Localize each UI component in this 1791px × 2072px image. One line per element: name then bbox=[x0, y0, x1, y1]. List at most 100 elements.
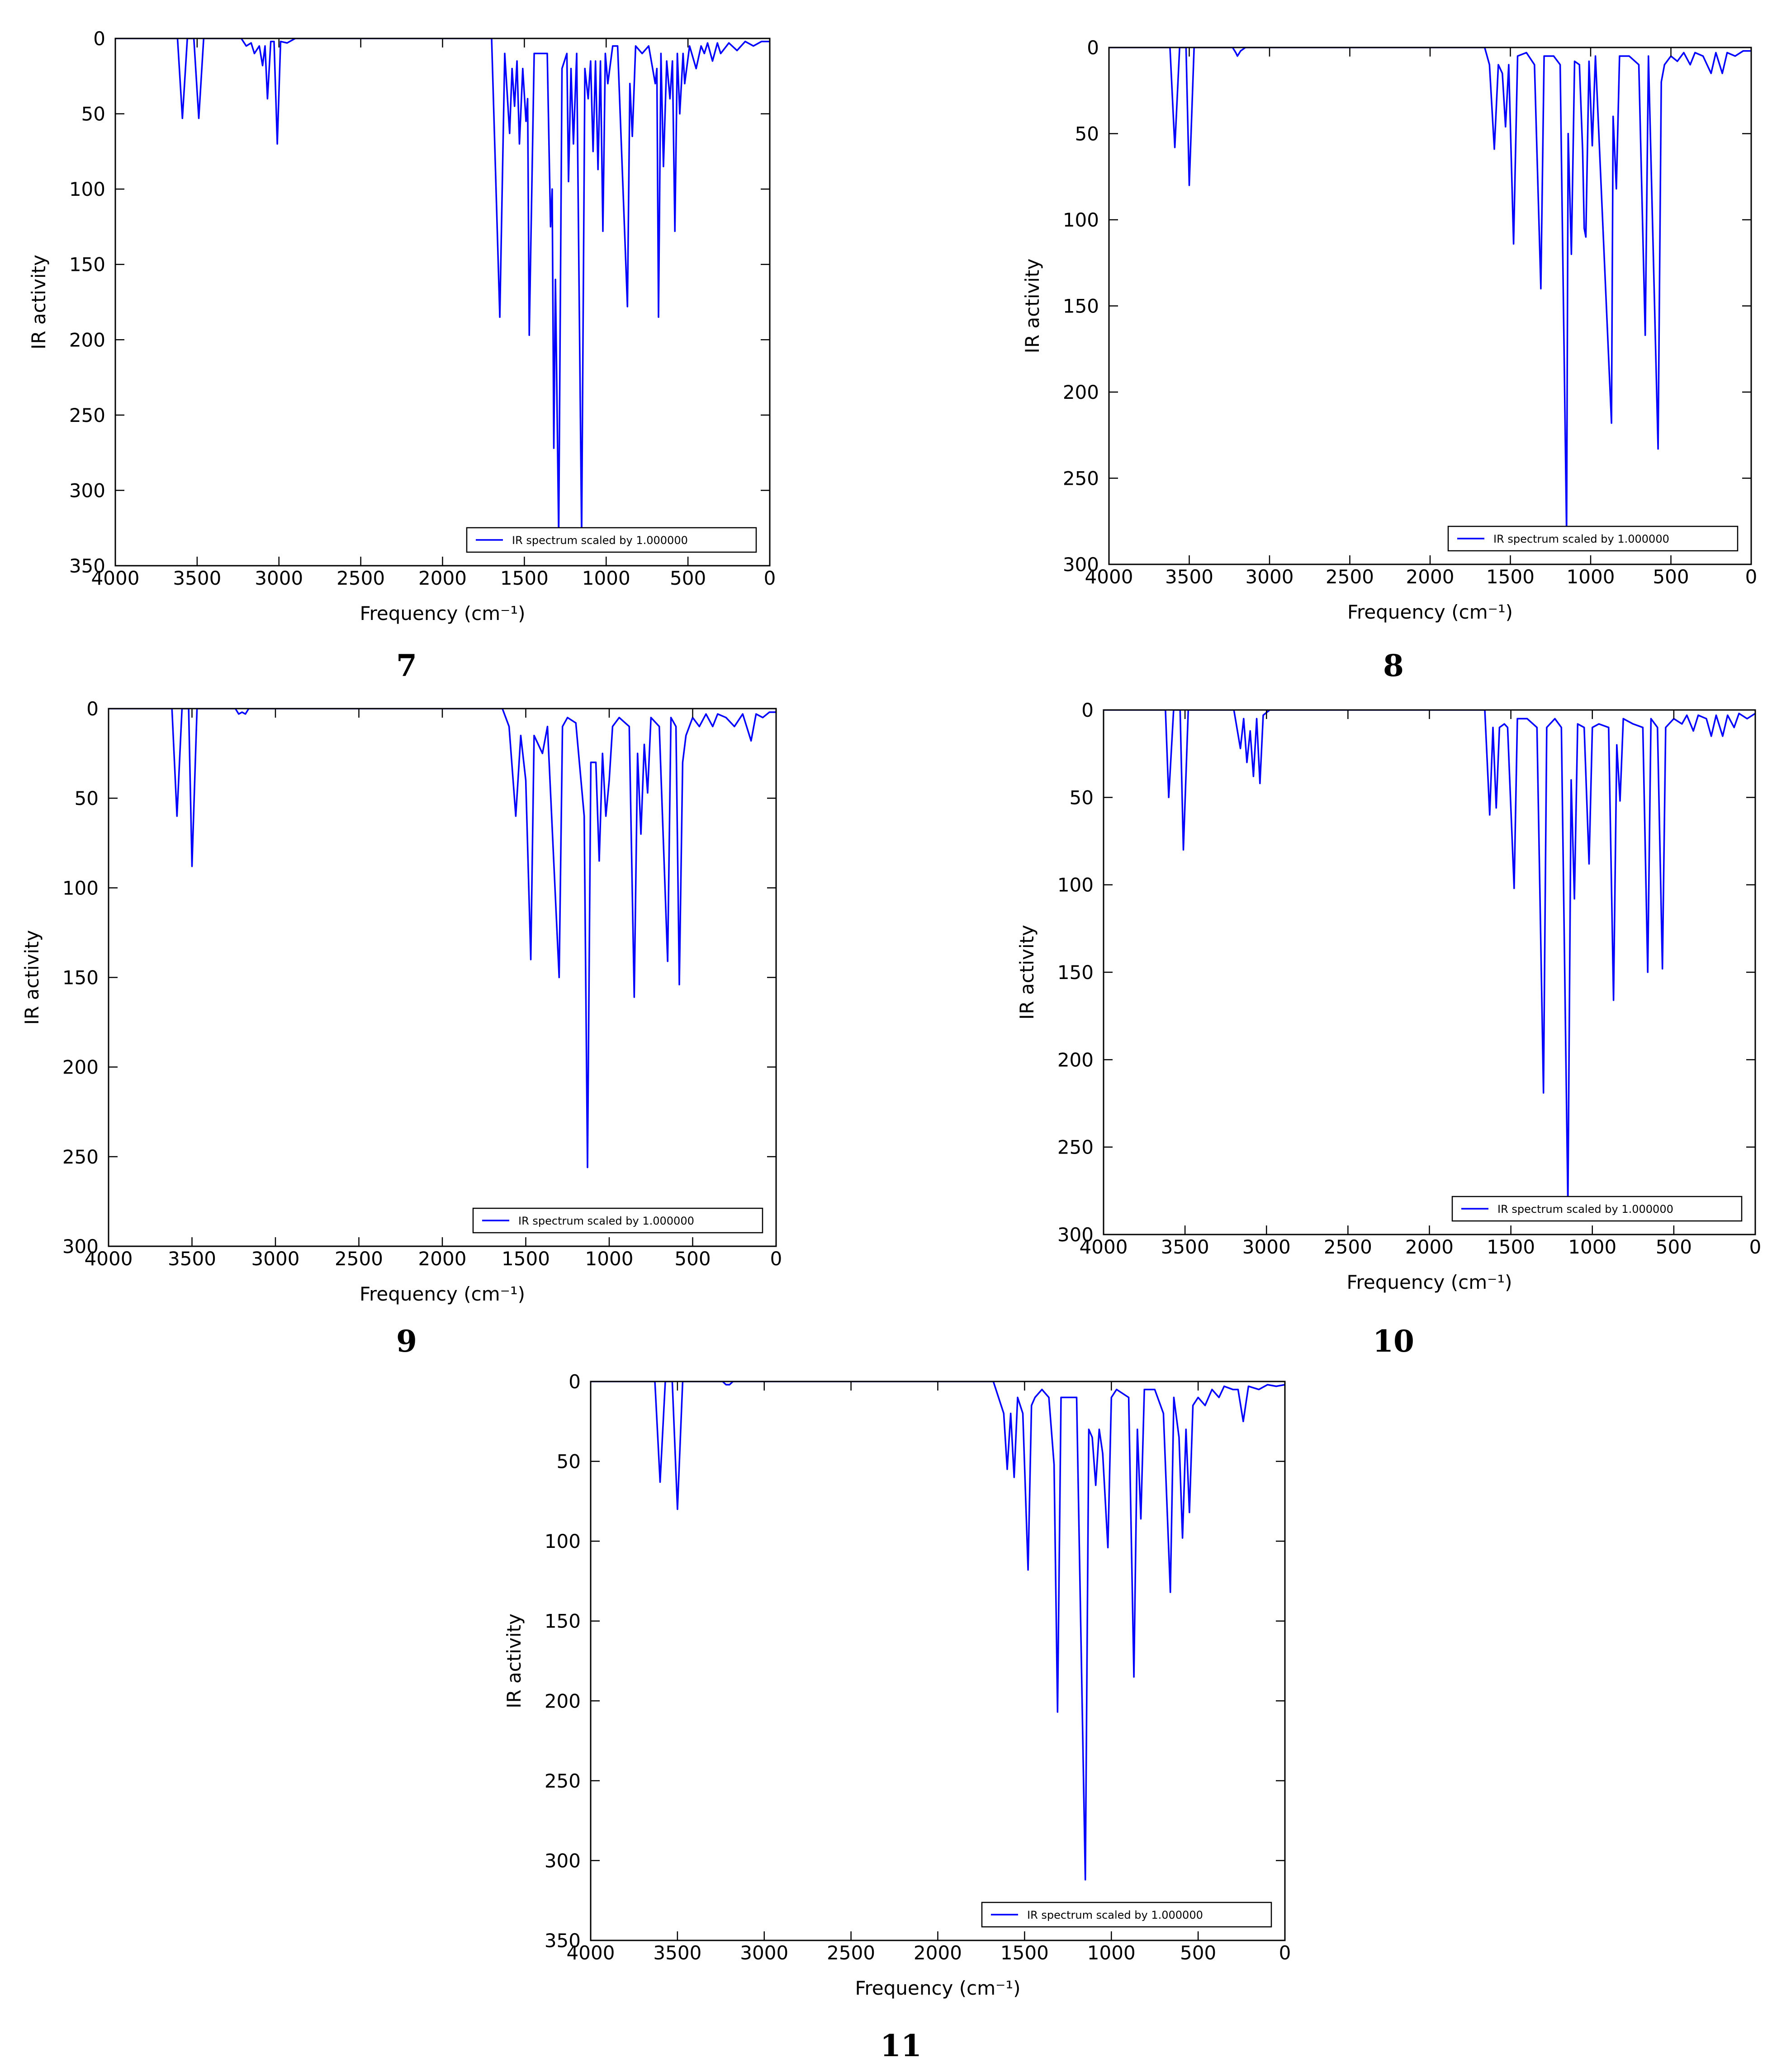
chart-panel: 4000 3500 3000 2500 2000 1500 1000 500 0 0 50 100 15… bbox=[28, 28, 776, 683]
y-tick-label: 200 bbox=[62, 1056, 99, 1079]
y-tick-label: 200 bbox=[1063, 381, 1099, 403]
y-tick-label: 200 bbox=[545, 1690, 581, 1712]
x-tick-label: 500 bbox=[1656, 1236, 1692, 1258]
x-tick-label: 2500 bbox=[1326, 566, 1374, 588]
x-tick-label: 1500 bbox=[502, 1248, 550, 1270]
y-tick-label: 300 bbox=[1057, 1224, 1094, 1246]
y-tick-label: 100 bbox=[62, 877, 99, 899]
x-tick-label: 2500 bbox=[335, 1248, 383, 1270]
chart-caption: 7 bbox=[396, 648, 417, 683]
y-tick-label: 200 bbox=[1057, 1049, 1094, 1071]
chart-caption: 10 bbox=[1373, 1324, 1414, 1359]
x-tick-label: 3500 bbox=[173, 567, 221, 589]
y-tick-label: 0 bbox=[86, 698, 99, 720]
x-tick-label: 500 bbox=[1653, 566, 1689, 588]
y-tick-label: 0 bbox=[93, 28, 105, 50]
x-tick-label: 0 bbox=[1749, 1236, 1762, 1258]
legend-box bbox=[981, 1902, 1272, 1928]
legend: IR spectrum scaled by 1.000000 bbox=[472, 1207, 763, 1234]
legend-box bbox=[1447, 525, 1739, 552]
x-tick-label: 2500 bbox=[1324, 1236, 1372, 1258]
x-tick-label: 4000 bbox=[85, 1248, 133, 1270]
x-tick-label: 0 bbox=[1279, 1942, 1291, 1964]
y-tick-label: 100 bbox=[1063, 209, 1099, 231]
x-tick-label: 4000 bbox=[91, 567, 140, 589]
y-tick-label: 150 bbox=[62, 967, 99, 989]
y-axis-label: IR activity bbox=[503, 1613, 525, 1708]
x-tick-label: 0 bbox=[1745, 566, 1758, 588]
y-tick-label: 250 bbox=[1057, 1136, 1094, 1159]
spectrum-line bbox=[1104, 710, 1755, 1206]
x-tick-label: 2000 bbox=[1405, 1236, 1454, 1258]
legend-box bbox=[472, 1207, 763, 1234]
axes-frame bbox=[1103, 709, 1756, 1235]
legend: IR spectrum scaled by 1.000000 bbox=[981, 1902, 1272, 1928]
y-tick-label: 150 bbox=[1057, 961, 1094, 984]
spectrum-line bbox=[115, 38, 770, 537]
x-tick-label: 2500 bbox=[336, 567, 385, 589]
x-tick-label: 2000 bbox=[418, 1248, 467, 1270]
x-tick-label: 2000 bbox=[914, 1942, 962, 1964]
y-tick-label: 300 bbox=[69, 479, 105, 501]
x-tick-label: 1000 bbox=[1087, 1942, 1136, 1964]
x-tick-label: 2000 bbox=[418, 567, 467, 589]
x-tick-label: 1500 bbox=[1487, 1236, 1535, 1258]
x-tick-label: 3500 bbox=[168, 1248, 216, 1270]
x-tick-label: 3000 bbox=[251, 1248, 300, 1270]
y-tick-label: 250 bbox=[545, 1770, 581, 1792]
legend-label: IR spectrum scaled by 1.000000 bbox=[518, 1215, 694, 1227]
y-tick-label: 200 bbox=[69, 329, 105, 351]
x-axis-label: Frequency (cm⁻¹) bbox=[1346, 1271, 1512, 1293]
x-tick-label: 1000 bbox=[1568, 1236, 1616, 1258]
x-tick-label: 3500 bbox=[1165, 566, 1213, 588]
x-tick-label: 1000 bbox=[1567, 566, 1615, 588]
x-tick-label: 1500 bbox=[1486, 566, 1535, 588]
plot-area bbox=[109, 709, 776, 1168]
legend-label: IR spectrum scaled by 1.000000 bbox=[512, 534, 688, 547]
x-tick-label: 4000 bbox=[1080, 1236, 1128, 1258]
y-tick-label: 300 bbox=[1063, 553, 1099, 576]
chart-panel: 4000 3500 3000 2500 2000 1500 1000 500 0 0 50 100 15… bbox=[1016, 699, 1761, 1359]
x-tick-label: 3000 bbox=[1246, 566, 1294, 588]
x-axis-label: Frequency (cm⁻¹) bbox=[360, 1283, 525, 1305]
x-tick-label: 4000 bbox=[567, 1942, 615, 1964]
axes-frame bbox=[114, 38, 771, 567]
x-tick-label: 3500 bbox=[1161, 1236, 1209, 1258]
y-tick-label: 350 bbox=[545, 1930, 581, 1952]
y-tick-label: 50 bbox=[1075, 123, 1099, 145]
x-tick-label: 1000 bbox=[585, 1248, 634, 1270]
spectrum-line bbox=[109, 709, 776, 1168]
chart-caption: 11 bbox=[880, 2028, 922, 2063]
chart-panel: 4000 3500 3000 2500 2000 1500 1000 500 0 0 50 100 15… bbox=[1021, 37, 1757, 683]
chart-panel: 4000 3500 3000 2500 2000 1500 1000 500 0 0 50 100 15… bbox=[21, 698, 782, 1359]
spectrum-line bbox=[591, 1381, 1285, 1881]
x-tick-label: 500 bbox=[1180, 1942, 1216, 1964]
y-tick-label: 250 bbox=[69, 404, 105, 426]
legend: IR spectrum scaled by 1.000000 bbox=[1447, 525, 1739, 552]
plot-area bbox=[591, 1381, 1285, 1881]
y-axis-label: IR activity bbox=[21, 930, 43, 1025]
y-tick-label: 50 bbox=[557, 1451, 581, 1473]
x-tick-label: 500 bbox=[670, 567, 706, 589]
plot-area bbox=[1109, 47, 1751, 535]
x-tick-label: 3500 bbox=[653, 1942, 701, 1964]
y-tick-label: 0 bbox=[569, 1371, 581, 1393]
y-tick-label: 50 bbox=[75, 787, 99, 809]
y-tick-label: 50 bbox=[1070, 786, 1094, 809]
chart-panel: 4000 3500 3000 2500 2000 1500 1000 500 0 0 50 100 15… bbox=[503, 1371, 1291, 2063]
legend: IR spectrum scaled by 1.000000 bbox=[1451, 1196, 1743, 1222]
x-tick-label: 3000 bbox=[255, 567, 303, 589]
x-tick-label: 0 bbox=[770, 1248, 782, 1270]
x-axis-label: Frequency (cm⁻¹) bbox=[360, 602, 525, 624]
y-tick-label: 0 bbox=[1081, 699, 1094, 721]
plot-area bbox=[1104, 710, 1755, 1206]
y-tick-label: 50 bbox=[81, 103, 105, 125]
x-tick-label: 500 bbox=[674, 1248, 711, 1270]
legend-label: IR spectrum scaled by 1.000000 bbox=[1493, 533, 1669, 545]
x-tick-label: 1000 bbox=[582, 567, 630, 589]
y-axis-label: IR activity bbox=[28, 255, 50, 350]
legend-label: IR spectrum scaled by 1.000000 bbox=[1497, 1203, 1673, 1216]
x-tick-label: 1500 bbox=[500, 567, 549, 589]
